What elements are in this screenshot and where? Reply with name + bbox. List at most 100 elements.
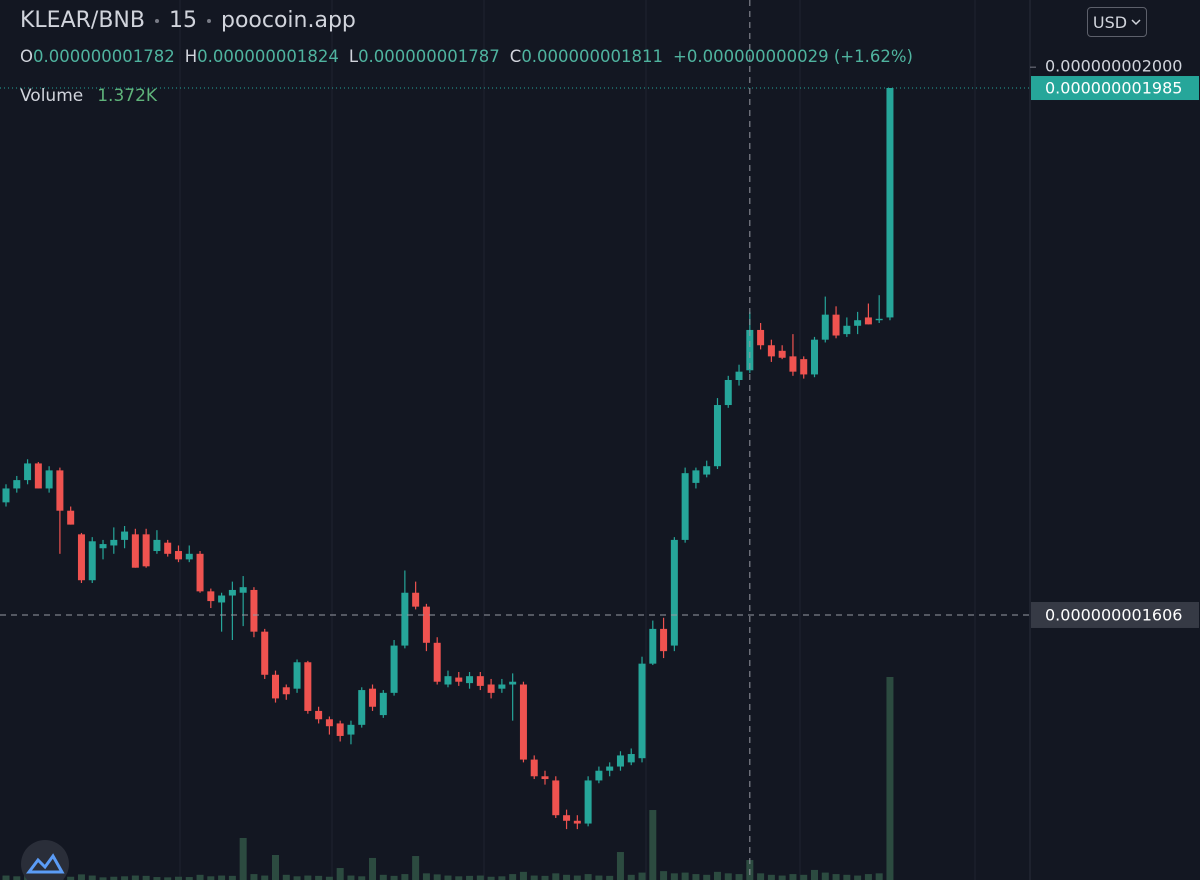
candle-body xyxy=(724,380,732,406)
candle-body xyxy=(541,776,549,780)
volume-bar xyxy=(261,875,269,880)
candle-body xyxy=(390,645,398,693)
volume-bar xyxy=(422,873,430,880)
candle-body xyxy=(778,350,786,358)
volume-bar xyxy=(164,877,172,880)
candle-body xyxy=(142,534,150,567)
volume-bar xyxy=(864,874,872,880)
symbol: KLEAR/BNB xyxy=(20,8,145,33)
volume-bar xyxy=(239,837,247,880)
candle-body xyxy=(110,539,118,546)
candle-body xyxy=(88,541,96,581)
currency: USD xyxy=(1092,12,1128,32)
candle-body xyxy=(854,320,862,326)
volume-bar xyxy=(800,874,808,880)
last-price-badge xyxy=(1031,76,1199,101)
volume-bar xyxy=(649,810,657,880)
candle-body xyxy=(713,405,721,467)
candle-body xyxy=(24,463,32,481)
candle-body xyxy=(185,553,193,560)
volume-bar xyxy=(174,876,182,880)
candle-body xyxy=(670,539,678,646)
volume-bar xyxy=(703,874,711,880)
volume-bar xyxy=(821,872,829,880)
logo xyxy=(21,840,69,880)
volume-bar xyxy=(509,874,517,880)
candle-body xyxy=(358,690,366,725)
candle-body xyxy=(573,820,581,824)
logo-badge xyxy=(21,840,69,880)
candle-body xyxy=(563,815,571,821)
candle-body xyxy=(315,710,323,720)
volume-label: Volume xyxy=(20,86,84,106)
candle-body xyxy=(379,692,387,716)
volume-bar xyxy=(832,874,840,880)
volume-bar xyxy=(757,873,765,880)
volume-bar xyxy=(153,877,161,880)
candle-body xyxy=(606,766,614,771)
ohlc-value: 0.000000001824 xyxy=(197,47,339,66)
volume-bar xyxy=(77,874,85,880)
candle-body xyxy=(649,628,657,664)
candle-body xyxy=(886,88,894,318)
candle-body xyxy=(153,539,161,552)
candles xyxy=(2,88,894,830)
crosshair-label: 0.000000001606 xyxy=(1045,605,1182,624)
volume-bar xyxy=(99,877,107,880)
volume-bar xyxy=(789,874,797,880)
volume-bar xyxy=(606,875,614,880)
candle-body xyxy=(757,329,765,346)
candle-body xyxy=(800,359,808,375)
logo-icon xyxy=(26,853,65,874)
volume-bar xyxy=(13,876,21,880)
volume-bar xyxy=(196,874,204,880)
volume-bar xyxy=(487,876,495,880)
volume-bar xyxy=(293,876,301,880)
candle-body xyxy=(627,754,635,763)
candle-body xyxy=(466,676,474,684)
change: +0.000000000029 (+1.62%) xyxy=(673,47,913,66)
ohlc-key: H xyxy=(184,47,198,66)
volume-bar xyxy=(573,875,581,880)
crosshair-badge xyxy=(1031,601,1199,628)
volume-bar xyxy=(207,876,215,880)
volume-bar xyxy=(347,875,355,880)
volume-row: Volume 1.372K xyxy=(20,86,157,106)
volume-bar xyxy=(476,875,484,880)
candle-body xyxy=(369,688,377,707)
candle-body xyxy=(412,592,420,607)
candle-body xyxy=(2,488,10,503)
volume-bar xyxy=(401,874,409,880)
currency-button[interactable]: USD xyxy=(1087,7,1147,37)
candle-body xyxy=(519,684,527,760)
candle-body xyxy=(261,631,269,675)
chevron xyxy=(1131,19,1141,26)
volume-bar xyxy=(444,875,452,880)
candle-body xyxy=(218,595,226,603)
candle-body xyxy=(401,592,409,646)
candle-body xyxy=(34,463,42,489)
volume-bar xyxy=(778,875,786,880)
source: poocoin.app xyxy=(220,8,356,33)
volume-bar xyxy=(2,875,10,880)
volume-bar xyxy=(843,874,851,880)
ohlc-value: 0.000000001811 xyxy=(521,47,664,66)
separator xyxy=(154,18,159,23)
candle-body xyxy=(767,345,775,357)
volume-bar xyxy=(616,852,624,880)
volume-bar xyxy=(228,875,236,880)
candle-body xyxy=(832,314,840,336)
ohlc-row: O 0.000000001782 H 0.000000001824 L 0.0000000… xyxy=(20,47,913,66)
candle-body xyxy=(595,770,603,781)
volume-bar xyxy=(131,875,139,880)
volume-bar xyxy=(325,876,333,880)
volume-bar xyxy=(692,874,700,880)
candle-body xyxy=(509,681,517,685)
candle-body xyxy=(77,534,85,581)
ohlc-value: 0.000000001782 xyxy=(33,47,175,66)
candle-body xyxy=(735,371,743,381)
volume-bar xyxy=(552,873,560,880)
volume-bar xyxy=(519,871,527,880)
volume-bar xyxy=(584,874,592,880)
